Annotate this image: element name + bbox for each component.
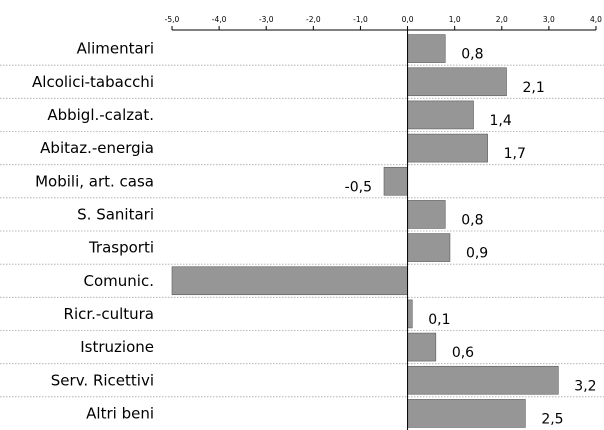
value-labels: 0,8 2,1 1,4 1,7 -0,5 0,8 0,9 0,1 0,6 3,2 2,5 bbox=[345, 47, 597, 428]
bar bbox=[407, 100, 474, 130]
bars bbox=[171, 34, 559, 428]
value-label: -0,5 bbox=[345, 179, 372, 195]
bar bbox=[407, 399, 526, 428]
bar bbox=[407, 133, 488, 163]
bar bbox=[407, 365, 559, 395]
category-label: S. Sanitari bbox=[77, 205, 154, 223]
x-tick-label: 1,0 bbox=[449, 15, 461, 24]
x-tick-label: -5,0 bbox=[165, 15, 180, 24]
category-label: Abbigl.-calzat. bbox=[47, 106, 154, 124]
value-label: 0,8 bbox=[461, 212, 483, 228]
x-tick-label: 2,0 bbox=[496, 15, 508, 24]
category-labels: Alimentari Alcolici-tabacchi Abbigl.-calza… bbox=[32, 40, 154, 423]
category-label: Abitaz.-energia bbox=[40, 139, 154, 157]
x-tick-label: -2,0 bbox=[306, 15, 321, 24]
x-tick-label: 3,0 bbox=[543, 15, 555, 24]
x-tick-label: -4,0 bbox=[212, 15, 227, 24]
category-label: Altri beni bbox=[86, 404, 154, 422]
x-axis: -5,0 -4,0 -3,0 -2,0 -1,0 0,0 1,0 2,0 3,0 4,0 bbox=[165, 15, 602, 31]
x-tick-label: 4,0 bbox=[590, 15, 602, 24]
value-label: 1,4 bbox=[490, 113, 512, 129]
bar bbox=[407, 233, 451, 262]
category-label: Ricr.-cultura bbox=[64, 305, 154, 323]
x-tick-label: 0,0 bbox=[402, 15, 414, 24]
bar bbox=[407, 34, 446, 63]
bar bbox=[171, 266, 408, 296]
category-label: Alcolici-tabacchi bbox=[32, 73, 154, 91]
bar bbox=[383, 166, 408, 196]
category-label: Istruzione bbox=[80, 338, 154, 356]
value-label: 1,7 bbox=[504, 146, 526, 162]
value-label: 3,2 bbox=[574, 378, 596, 394]
category-label: Comunic. bbox=[84, 272, 154, 290]
x-tick-label: -3,0 bbox=[259, 15, 274, 24]
category-label: Trasporti bbox=[88, 239, 154, 257]
value-label: 0,9 bbox=[466, 246, 488, 262]
category-label: Serv. Ricettivi bbox=[51, 371, 154, 389]
bar bbox=[407, 200, 446, 229]
value-label: 2,5 bbox=[541, 411, 563, 427]
value-label: 0,1 bbox=[428, 312, 450, 328]
x-tick-label: -1,0 bbox=[353, 15, 368, 24]
bar bbox=[407, 299, 413, 329]
value-label: 0,6 bbox=[452, 345, 474, 361]
value-label: 2,1 bbox=[522, 80, 544, 96]
category-label: Alimentari bbox=[77, 40, 154, 58]
bar bbox=[407, 67, 507, 97]
category-label: Mobili, art. casa bbox=[35, 172, 154, 190]
bar bbox=[407, 332, 437, 362]
value-label: 0,8 bbox=[461, 47, 483, 63]
